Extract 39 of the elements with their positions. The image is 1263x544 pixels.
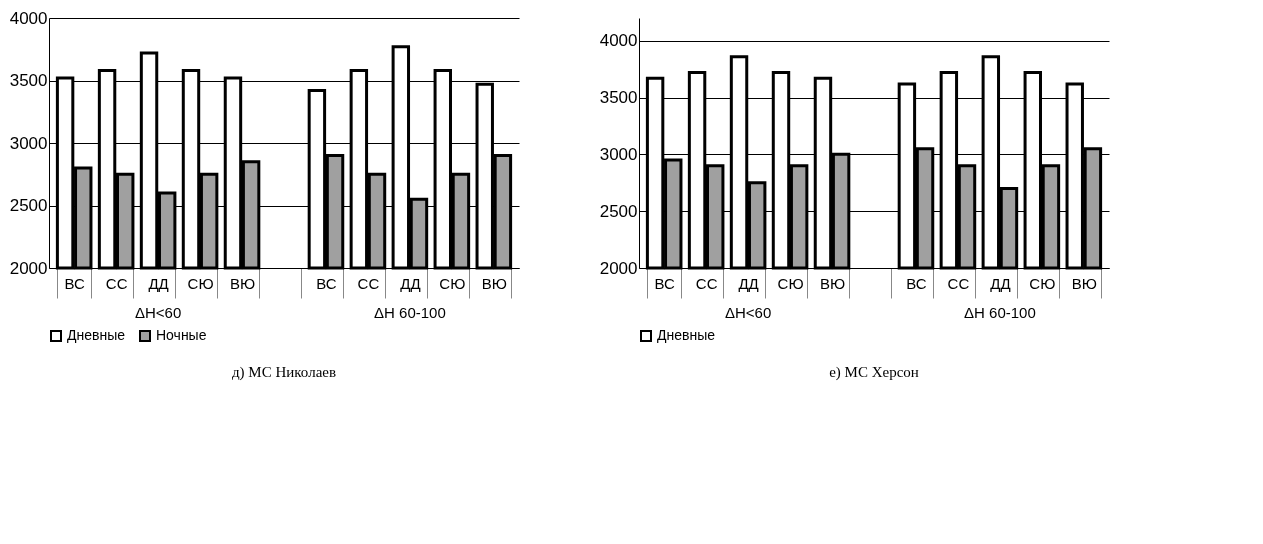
y-tick-label: 4000	[599, 31, 638, 51]
x-tick-label: ВС	[906, 274, 927, 292]
y-tick-label: 3500	[9, 71, 48, 90]
x-tick-label: ДД	[400, 274, 421, 292]
x-tick-label: СЮ	[1029, 274, 1056, 292]
x-tick-label: СС	[947, 274, 970, 292]
text: ΔН<60	[724, 304, 772, 321]
text: е) МС Херсон	[829, 364, 919, 381]
x-tick-label: ВЮ	[229, 274, 256, 292]
x-tick-label: СС	[695, 274, 718, 292]
legend-label: Дневные	[657, 327, 716, 343]
x-tick-label: ДД	[990, 274, 1011, 292]
y-tick-label: 2500	[599, 201, 638, 221]
x-tick-label: ВС	[654, 274, 676, 292]
legend-label: Ночные	[156, 327, 207, 343]
x-tick-label: ВЮ	[481, 274, 507, 292]
x-tick-label: ВС	[316, 274, 337, 292]
text: ΔН<60	[134, 304, 182, 321]
x-tick-label: СЮ	[439, 274, 466, 292]
text: ΔН 60-100	[964, 304, 1036, 321]
x-tick-label: ДД	[148, 274, 169, 292]
y-tick-label: 3500	[599, 88, 638, 108]
x-tick-label: ВС	[64, 274, 86, 292]
y-tick-label: 3000	[599, 144, 638, 164]
y-tick-label: 2000	[599, 258, 638, 278]
x-tick-label: ДД	[738, 274, 759, 292]
y-tick-label: 4000	[9, 8, 48, 28]
y-tick-label: 2500	[9, 196, 48, 215]
text: ΔН 60-100	[374, 304, 446, 321]
legend-label: Дневные	[67, 327, 126, 343]
x-tick-label: ВЮ	[1071, 274, 1097, 292]
y-tick-label: 3000	[9, 133, 48, 153]
x-tick-label: СС	[357, 274, 380, 292]
y-tick-label: 2000	[9, 258, 48, 278]
x-tick-label: СС	[105, 274, 128, 292]
text: д) МС Николаев	[231, 364, 337, 381]
x-tick-label: СЮ	[187, 274, 214, 292]
x-tick-label: СЮ	[777, 274, 804, 292]
x-tick-label: ВЮ	[819, 274, 846, 292]
